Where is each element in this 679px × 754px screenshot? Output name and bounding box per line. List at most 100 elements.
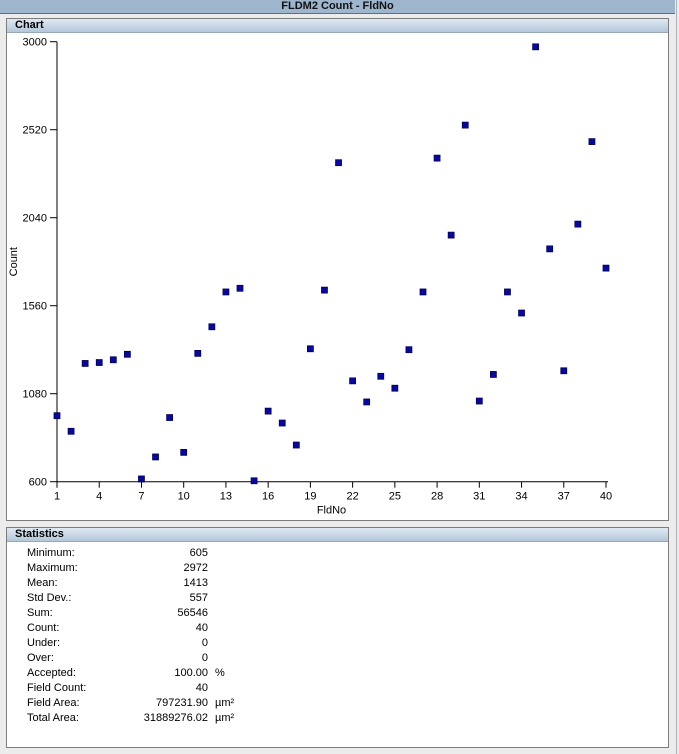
y-tick-label: 2040 — [23, 213, 47, 225]
scatter-point — [194, 349, 202, 357]
scatter-point — [307, 345, 314, 353]
y-tick-label: 3000 — [23, 37, 47, 49]
scatter-point — [391, 384, 399, 392]
x-axis-title: FldNo — [317, 505, 346, 517]
x-tick-label: 7 — [138, 491, 144, 503]
stat-row-label: Field Count: — [27, 682, 87, 694]
stat-row: Sum: 56546 — [7, 607, 668, 622]
x-tick-label: 34 — [515, 491, 527, 503]
stat-row: Minimum: 605 — [7, 547, 668, 562]
stat-row-label: Sum: — [27, 607, 53, 619]
stat-row-label: Total Area: — [27, 712, 79, 724]
stat-row: Under: 0 — [7, 637, 668, 652]
scatter-point — [292, 441, 300, 449]
chart-panel: Chart 600 1080 1560 2040 2520 3000 1 4 7 10 13 16 19… — [6, 18, 669, 521]
scatter-point — [560, 367, 568, 375]
scatter-point — [518, 309, 525, 317]
scatter-point — [138, 475, 145, 483]
stat-row-label: Field Area: — [27, 697, 80, 709]
stat-row-value: 40 — [195, 622, 208, 634]
stat-row-label: Maximum: — [27, 562, 78, 574]
stat-row-value: 31889276.02 — [143, 712, 208, 724]
scatter-point — [67, 427, 75, 435]
y-tick-label: 1560 — [23, 301, 47, 313]
scatter-point — [53, 412, 61, 420]
stat-row-unit: µm² — [215, 712, 235, 724]
stat-row: Total Area: 31889276.02 µm² — [7, 712, 668, 727]
stat-row-label: Under: — [27, 637, 61, 649]
scatter-plot: 600 1080 1560 2040 2520 3000 1 4 7 10 13 16 19 22 25 28… — [8, 37, 612, 517]
scatter-point — [433, 154, 441, 162]
x-tick-label: 25 — [389, 491, 401, 503]
stat-row-label: Mean: — [27, 577, 58, 589]
stat-row-label: Over: — [27, 652, 54, 664]
stat-row: Mean: 1413 — [7, 577, 668, 592]
scatter-point — [349, 377, 356, 385]
stat-row-label: Count: — [27, 622, 60, 634]
stat-row-value: 0 — [201, 637, 208, 649]
x-tick-label: 16 — [262, 491, 274, 503]
y-tick-label: 1080 — [23, 389, 47, 401]
stat-row: Over: 0 — [7, 652, 668, 667]
x-tick-label: 31 — [473, 491, 485, 503]
chart-panel-header[interactable]: Chart — [7, 19, 668, 33]
scatter-point — [109, 356, 117, 364]
stat-row-value: 557 — [189, 592, 208, 604]
scatter-point — [532, 43, 539, 51]
x-tick-label: 37 — [558, 491, 570, 503]
x-tick-label: 28 — [431, 491, 443, 503]
window-right-edge — [676, 0, 677, 754]
scatter-point — [152, 453, 159, 461]
stat-row: Field Area: 797231.90 µm² — [7, 697, 668, 712]
scatter-point — [236, 284, 244, 292]
scatter-point — [602, 264, 610, 272]
y-tick-label: 2520 — [23, 125, 47, 137]
stat-row-label: Std Dev.: — [27, 592, 72, 604]
chart-panel-title: Chart — [15, 19, 44, 31]
stat-row-value: 40 — [195, 682, 208, 694]
stat-row-value: 100.00 — [174, 667, 208, 679]
scatter-point — [208, 323, 216, 331]
scatter-point — [81, 360, 89, 367]
scatter-point — [504, 288, 511, 296]
window-titlebar[interactable]: FLDM2 Count - FldNo — [0, 0, 675, 14]
scatter-point — [419, 288, 427, 296]
stat-row: Std Dev.: 557 — [7, 592, 668, 607]
stat-row: Count: 40 — [7, 622, 668, 637]
scatter-point — [377, 372, 385, 380]
statistics-list: Minimum: 605 Maximum: 2972 Mean: 1413 Std Dev.… — [7, 542, 668, 727]
stat-row: Field Count: 40 — [7, 682, 668, 697]
scatter-point — [588, 138, 596, 145]
scatter-point — [574, 220, 582, 228]
scatter-point — [405, 346, 413, 354]
x-tick-label: 19 — [304, 491, 316, 503]
stat-row-value: 0 — [201, 652, 208, 664]
scatter-point — [166, 414, 173, 421]
x-tick-label: 10 — [178, 491, 190, 503]
statistics-panel-title: Statistics — [15, 528, 64, 540]
scatter-point — [546, 245, 554, 253]
scatter-point — [264, 407, 272, 415]
y-axis-title: Count — [8, 247, 20, 276]
stat-row-value: 1413 — [183, 577, 208, 589]
scatter-point — [95, 359, 103, 366]
window-title: FLDM2 Count - FldNo — [281, 0, 394, 12]
stat-row-unit: µm² — [215, 697, 235, 709]
stat-row-unit: % — [215, 667, 225, 679]
scatter-point — [124, 350, 131, 358]
stat-row-label: Minimum: — [27, 547, 75, 559]
statistics-panel: Statistics Minimum: 605 Maximum: 2972 Mean: 1… — [6, 527, 669, 748]
scatter-point — [222, 288, 230, 296]
stat-row-value: 797231.90 — [156, 697, 208, 709]
x-tick-label: 22 — [346, 491, 358, 503]
x-tick-label: 13 — [220, 491, 232, 503]
scatter-point — [490, 371, 497, 378]
y-tick-label: 600 — [29, 477, 47, 489]
stat-row-value: 56546 — [177, 607, 208, 619]
x-tick-label: 4 — [96, 491, 102, 503]
stat-row: Accepted: 100.00% — [7, 667, 668, 682]
statistics-panel-header[interactable]: Statistics — [7, 528, 668, 542]
scatter-point — [321, 286, 328, 294]
scatter-point — [180, 448, 188, 456]
x-tick-label: 40 — [600, 491, 612, 503]
